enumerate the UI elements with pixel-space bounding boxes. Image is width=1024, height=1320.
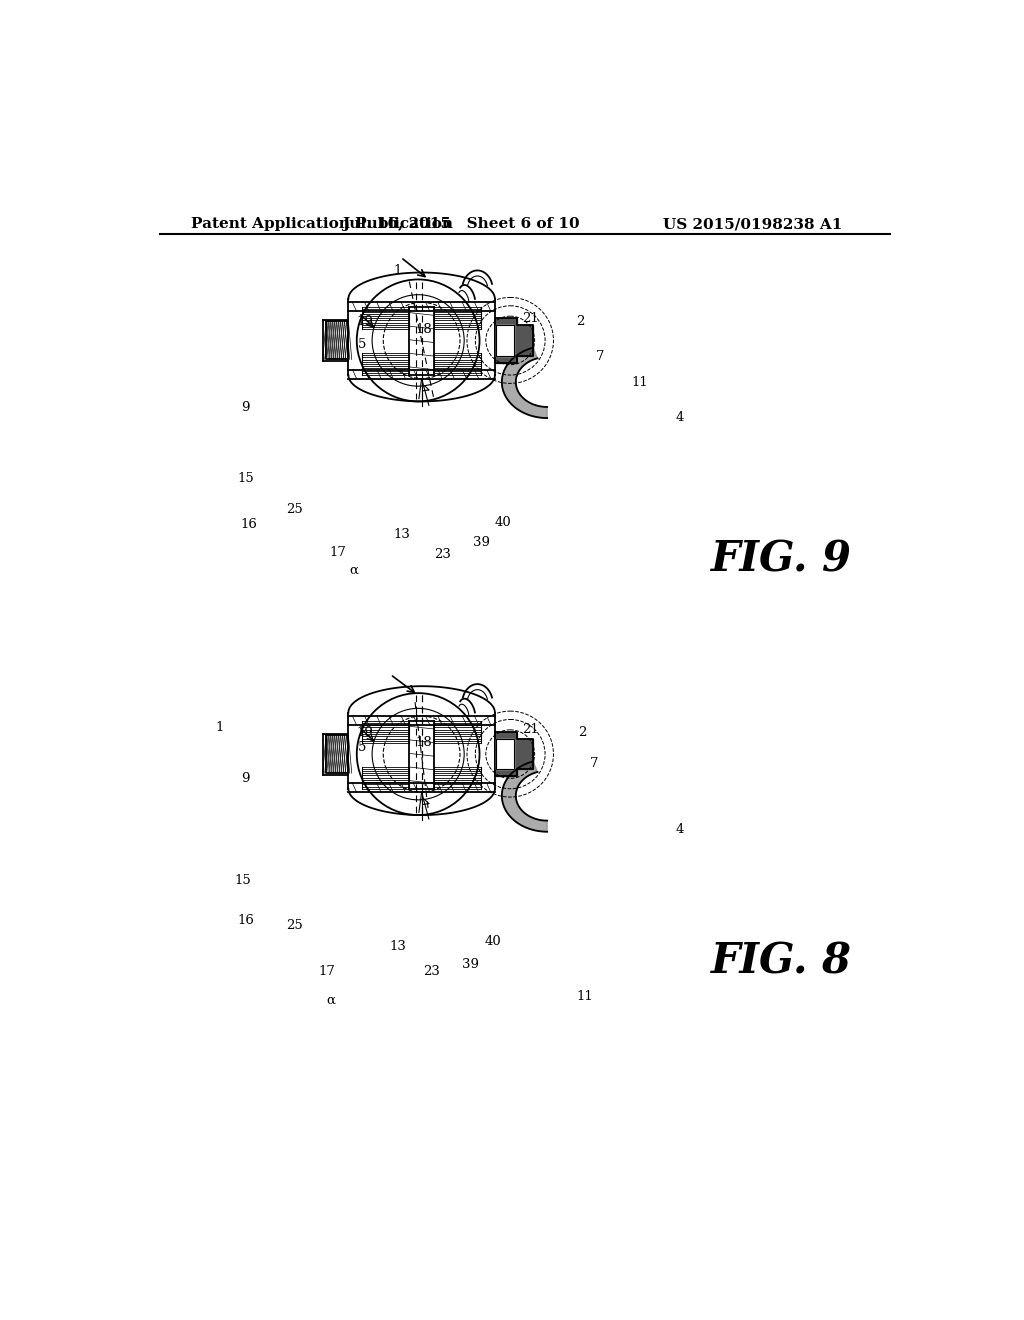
Text: 15: 15 xyxy=(238,473,254,484)
Text: 4: 4 xyxy=(676,822,684,836)
Text: 19: 19 xyxy=(356,314,373,327)
Text: 7: 7 xyxy=(590,756,598,770)
Text: 25: 25 xyxy=(287,503,303,516)
Polygon shape xyxy=(497,325,514,355)
Text: 16: 16 xyxy=(237,915,254,927)
Text: 18: 18 xyxy=(416,737,432,750)
Text: 15: 15 xyxy=(234,874,252,887)
Text: US 2015/0198238 A1: US 2015/0198238 A1 xyxy=(663,218,842,231)
Text: 9: 9 xyxy=(242,772,250,785)
Text: 17: 17 xyxy=(318,965,335,978)
Text: 39: 39 xyxy=(473,536,490,549)
Text: α: α xyxy=(326,994,335,1006)
Text: 39: 39 xyxy=(462,958,479,972)
Text: 17: 17 xyxy=(329,546,346,560)
Text: 16: 16 xyxy=(241,517,257,531)
Polygon shape xyxy=(497,739,514,770)
Text: 19: 19 xyxy=(356,726,373,739)
Text: Patent Application Publication: Patent Application Publication xyxy=(191,218,454,231)
Text: 11: 11 xyxy=(575,990,593,1003)
Text: 21: 21 xyxy=(522,723,539,737)
Text: 25: 25 xyxy=(287,919,303,932)
Text: α: α xyxy=(349,564,357,577)
Polygon shape xyxy=(495,318,534,363)
Text: 11: 11 xyxy=(632,375,648,388)
Text: 40: 40 xyxy=(495,516,511,529)
Text: 7: 7 xyxy=(596,350,604,363)
Text: 13: 13 xyxy=(393,528,411,541)
Text: 2: 2 xyxy=(578,726,586,739)
Text: FIG. 9: FIG. 9 xyxy=(712,539,852,581)
Text: FIG. 8: FIG. 8 xyxy=(712,940,852,982)
Text: 40: 40 xyxy=(484,935,502,948)
Text: 13: 13 xyxy=(389,940,407,953)
Text: 5: 5 xyxy=(358,742,367,755)
Polygon shape xyxy=(495,731,534,776)
Polygon shape xyxy=(502,347,547,418)
Text: 23: 23 xyxy=(434,548,452,561)
Text: 18: 18 xyxy=(416,322,432,335)
Text: 1: 1 xyxy=(215,721,223,734)
Polygon shape xyxy=(502,762,547,832)
Text: Jul. 16, 2015   Sheet 6 of 10: Jul. 16, 2015 Sheet 6 of 10 xyxy=(342,218,581,231)
Text: 4: 4 xyxy=(676,411,684,424)
Text: 21: 21 xyxy=(522,313,539,326)
Text: 9: 9 xyxy=(242,401,250,414)
Text: 5: 5 xyxy=(358,338,367,351)
Text: 23: 23 xyxy=(423,965,439,978)
Text: 1: 1 xyxy=(393,264,402,277)
Text: 2: 2 xyxy=(577,314,585,327)
